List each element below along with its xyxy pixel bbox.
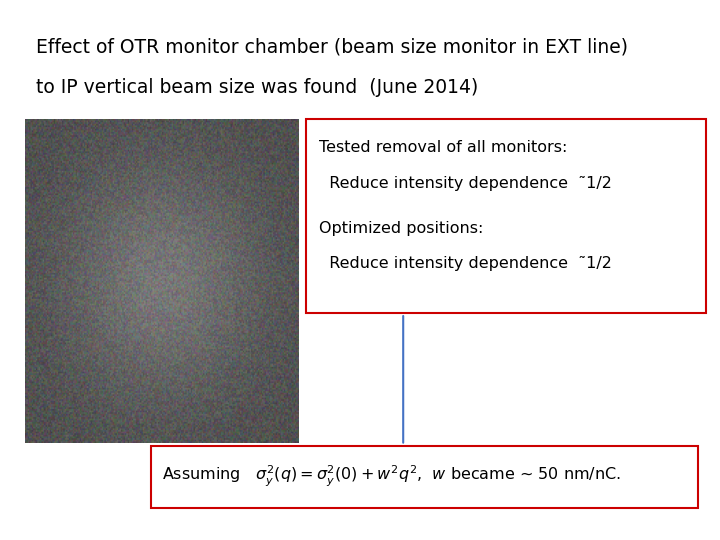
Text: Reduce intensity dependence  ˜1/2: Reduce intensity dependence ˜1/2 [319,176,612,191]
Text: Reduce intensity dependence  ˜1/2: Reduce intensity dependence ˜1/2 [319,256,612,271]
Text: Assuming   $\sigma_y^2(q)=\sigma_y^2(0)+w^2q^2$,  $w$ became ~ 50 nm/nC.: Assuming $\sigma_y^2(q)=\sigma_y^2(0)+w^… [162,464,621,489]
Text: Effect of OTR monitor chamber (beam size monitor in EXT line): Effect of OTR monitor chamber (beam size… [36,38,628,57]
FancyBboxPatch shape [306,119,706,313]
Text: Tested removal of all monitors:: Tested removal of all monitors: [319,140,567,156]
Text: to IP vertical beam size was found  (June 2014): to IP vertical beam size was found (June… [36,78,478,97]
FancyBboxPatch shape [151,446,698,508]
Text: Optimized positions:: Optimized positions: [319,221,483,236]
